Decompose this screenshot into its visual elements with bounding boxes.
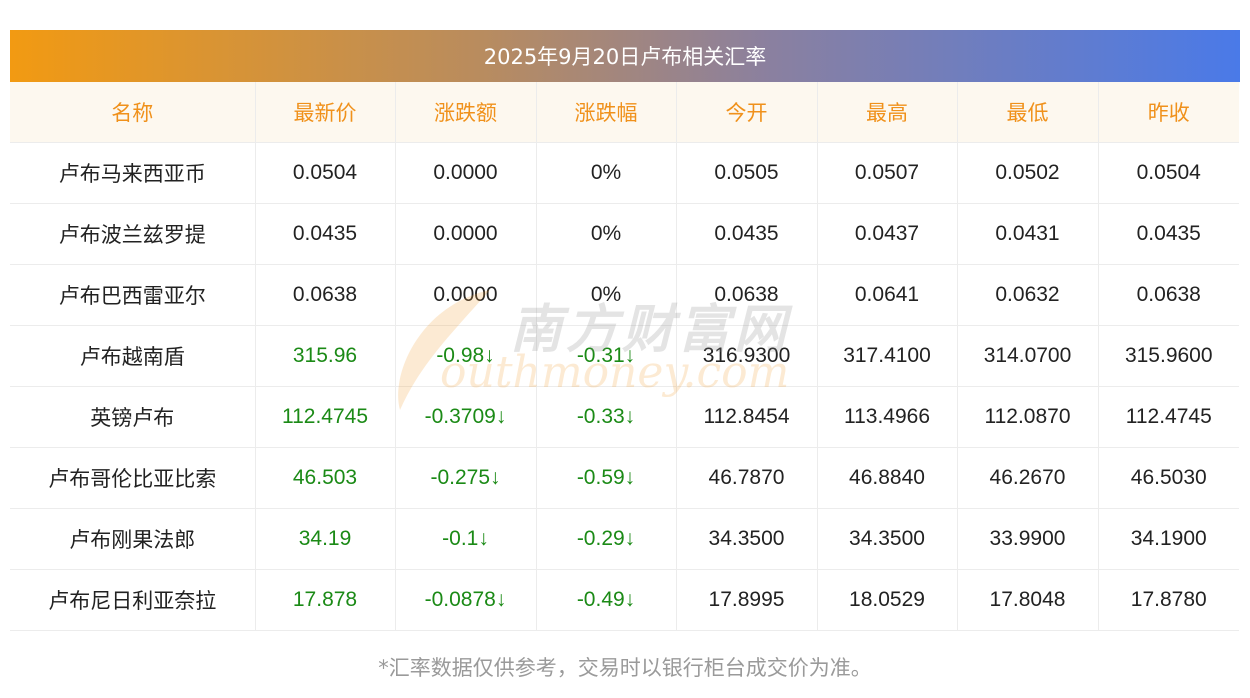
cell-name: 卢布尼日利亚奈拉 [10, 569, 256, 631]
cell-change: -0.0878↓ [395, 569, 537, 631]
cell-change: 0.0000 [395, 203, 537, 265]
cell-low: 0.0502 [957, 142, 1099, 204]
cell-name: 卢布哥伦比亚比索 [10, 447, 256, 509]
cell-high: 0.0507 [817, 142, 958, 204]
table-row[interactable]: 卢布巴西雷亚尔 0.0638 0.0000 0% 0.0638 0.0641 0.0632 0… [10, 264, 1239, 326]
col-header-prev-close[interactable]: 昨收 [1098, 82, 1239, 143]
footnote: *汇率数据仅供参考，交易时以银行柜台成交价为准。 [378, 656, 872, 680]
cell-name: 卢布波兰兹罗提 [10, 203, 256, 265]
table-row[interactable]: 卢布尼日利亚奈拉 17.878 -0.0878↓ -0.49↓ 17.8995 18.05… [10, 569, 1239, 631]
cell-low: 0.0632 [957, 264, 1099, 326]
cell-open: 0.0435 [676, 203, 818, 265]
table-row[interactable]: 卢布马来西亚币 0.0504 0.0000 0% 0.0505 0.0507 0.0502 0… [10, 142, 1239, 204]
cell-name: 卢布马来西亚币 [10, 142, 256, 204]
cell-high: 317.4100 [817, 325, 958, 387]
cell-high: 46.8840 [817, 447, 958, 509]
cell-open: 46.7870 [676, 447, 818, 509]
cell-open: 0.0638 [676, 264, 818, 326]
cell-prev-close: 0.0435 [1098, 203, 1239, 265]
exchange-rate-table: 名称 最新价 涨跌额 涨跌幅 今开 最高 最低 昨收 卢布马来西亚币 0.0504… [10, 82, 1239, 631]
cell-latest: 34.19 [255, 508, 396, 570]
col-header-change-pct[interactable]: 涨跌幅 [536, 82, 677, 143]
cell-prev-close: 46.5030 [1098, 447, 1239, 509]
cell-change: 0.0000 [395, 142, 537, 204]
cell-low: 17.8048 [957, 569, 1099, 631]
cell-latest: 315.96 [255, 325, 396, 387]
cell-high: 0.0641 [817, 264, 958, 326]
cell-prev-close: 34.1900 [1098, 508, 1239, 570]
cell-latest: 112.4745 [255, 386, 396, 448]
cell-latest: 46.503 [255, 447, 396, 509]
cell-name: 卢布越南盾 [10, 325, 256, 387]
cell-change-pct: -0.33↓ [536, 386, 677, 448]
cell-change: 0.0000 [395, 264, 537, 326]
cell-open: 17.8995 [676, 569, 818, 631]
cell-high: 113.4966 [817, 386, 958, 448]
cell-change-pct: 0% [536, 264, 677, 326]
cell-open: 34.3500 [676, 508, 818, 570]
cell-low: 314.0700 [957, 325, 1099, 387]
cell-change-pct: -0.31↓ [536, 325, 677, 387]
table-row[interactable]: 卢布波兰兹罗提 0.0435 0.0000 0% 0.0435 0.0437 0.0431 0… [10, 203, 1239, 265]
cell-open: 0.0505 [676, 142, 818, 204]
cell-name: 卢布刚果法郎 [10, 508, 256, 570]
cell-high: 18.0529 [817, 569, 958, 631]
cell-latest: 0.0638 [255, 264, 396, 326]
cell-name: 英镑卢布 [10, 386, 256, 448]
table-row[interactable]: 卢布刚果法郎 34.19 -0.1↓ -0.29↓ 34.3500 34.3500 33.9… [10, 508, 1239, 570]
table-row[interactable]: 卢布越南盾 315.96 -0.98↓ -0.31↓ 316.9300 317.4100 3… [10, 325, 1239, 387]
cell-change: -0.98↓ [395, 325, 537, 387]
cell-prev-close: 315.9600 [1098, 325, 1239, 387]
table-header-row: 名称 最新价 涨跌额 涨跌幅 今开 最高 最低 昨收 [10, 82, 1239, 143]
col-header-latest[interactable]: 最新价 [255, 82, 396, 143]
cell-prev-close: 0.0504 [1098, 142, 1239, 204]
cell-latest: 0.0435 [255, 203, 396, 265]
cell-change-pct: -0.59↓ [536, 447, 677, 509]
cell-low: 33.9900 [957, 508, 1099, 570]
cell-low: 46.2670 [957, 447, 1099, 509]
cell-latest: 0.0504 [255, 142, 396, 204]
cell-prev-close: 112.4745 [1098, 386, 1239, 448]
cell-open: 316.9300 [676, 325, 818, 387]
cell-low: 112.0870 [957, 386, 1099, 448]
cell-high: 0.0437 [817, 203, 958, 265]
cell-low: 0.0431 [957, 203, 1099, 265]
table-row[interactable]: 英镑卢布 112.4745 -0.3709↓ -0.33↓ 112.8454 113.49… [10, 386, 1239, 448]
col-header-open[interactable]: 今开 [676, 82, 818, 143]
cell-change: -0.3709↓ [395, 386, 537, 448]
cell-change: -0.275↓ [395, 447, 537, 509]
table-title: 2025年9月20日卢布相关汇率 [10, 30, 1240, 82]
cell-change-pct: -0.29↓ [536, 508, 677, 570]
cell-open: 112.8454 [676, 386, 818, 448]
col-header-change[interactable]: 涨跌额 [395, 82, 537, 143]
cell-latest: 17.878 [255, 569, 396, 631]
cell-prev-close: 17.8780 [1098, 569, 1239, 631]
cell-prev-close: 0.0638 [1098, 264, 1239, 326]
col-header-high[interactable]: 最高 [817, 82, 958, 143]
cell-change: -0.1↓ [395, 508, 537, 570]
cell-change-pct: 0% [536, 203, 677, 265]
col-header-low[interactable]: 最低 [957, 82, 1099, 143]
cell-change-pct: -0.49↓ [536, 569, 677, 631]
col-header-name[interactable]: 名称 [10, 82, 256, 143]
cell-change-pct: 0% [536, 142, 677, 204]
cell-high: 34.3500 [817, 508, 958, 570]
cell-name: 卢布巴西雷亚尔 [10, 264, 256, 326]
table-row[interactable]: 卢布哥伦比亚比索 46.503 -0.275↓ -0.59↓ 46.7870 46.884… [10, 447, 1239, 509]
